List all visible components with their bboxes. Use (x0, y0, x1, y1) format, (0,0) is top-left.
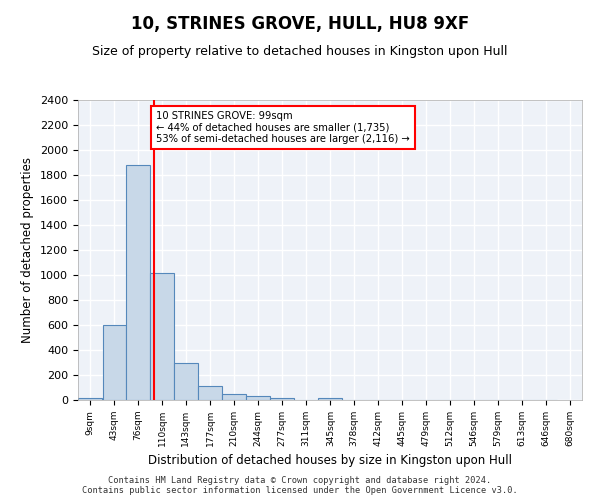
Bar (151, 272, 174, 400)
Bar (126, 165, 150, 400)
Bar (319, 398, 342, 400)
Text: 10 STRINES GROVE: 99sqm
← 44% of detached houses are smaller (1,735)
53% of semi: 10 STRINES GROVE: 99sqm ← 44% of detache… (156, 112, 410, 144)
Y-axis label: Number of detached properties: Number of detached properties (22, 157, 34, 343)
Text: Contains HM Land Registry data © Crown copyright and database right 2024.
Contai: Contains HM Land Registry data © Crown c… (82, 476, 518, 495)
Bar (78, 398, 102, 400)
Bar (222, 394, 246, 400)
Bar (174, 363, 198, 400)
Bar (199, 386, 222, 400)
Bar (246, 396, 270, 400)
Bar (103, 325, 127, 400)
Text: Size of property relative to detached houses in Kingston upon Hull: Size of property relative to detached ho… (92, 45, 508, 58)
Text: 10, STRINES GROVE, HULL, HU8 9XF: 10, STRINES GROVE, HULL, HU8 9XF (131, 15, 469, 33)
Bar (270, 398, 293, 400)
X-axis label: Distribution of detached houses by size in Kingston upon Hull: Distribution of detached houses by size … (148, 454, 512, 468)
